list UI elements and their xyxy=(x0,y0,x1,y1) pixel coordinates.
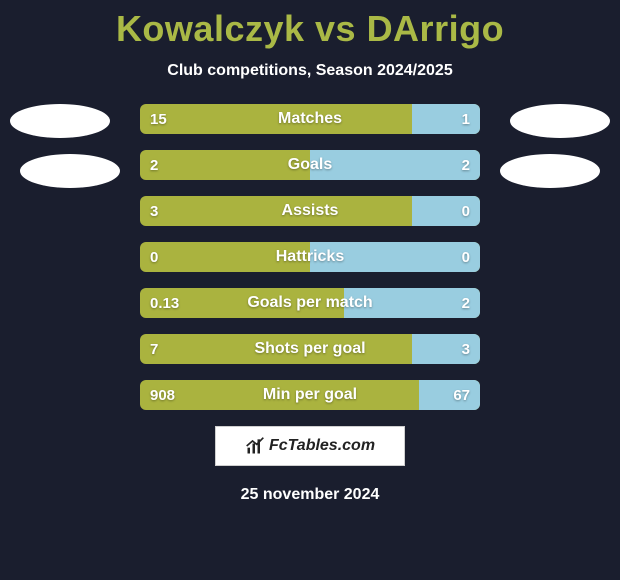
player-left-badge-1 xyxy=(10,104,110,138)
stat-bar-right-fill xyxy=(419,380,480,410)
stat-value-left: 2 xyxy=(150,150,158,180)
subtitle: Club competitions, Season 2024/2025 xyxy=(0,62,620,80)
comparison-content: 151Matches 22Goals 30Assists 00Hattricks 0.1… xyxy=(0,104,620,410)
stat-value-left: 15 xyxy=(150,104,167,134)
stat-bar: 90867Min per goal xyxy=(140,380,480,410)
chart-icon xyxy=(245,436,265,456)
stat-bar: 0.132Goals per match xyxy=(140,288,480,318)
stat-value-left: 0.13 xyxy=(150,288,179,318)
stat-bars: 151Matches 22Goals 30Assists 00Hattricks 0.1… xyxy=(140,104,480,410)
stat-value-left: 7 xyxy=(150,334,158,364)
stat-bar: 00Hattricks xyxy=(140,242,480,272)
logo-box: FcTables.com xyxy=(215,426,405,466)
stat-bar-right-fill xyxy=(412,196,480,226)
stat-bar: 151Matches xyxy=(140,104,480,134)
page-title: Kowalczyk vs DArrigo xyxy=(0,0,620,50)
stat-bar-right-fill xyxy=(412,334,480,364)
stat-value-left: 3 xyxy=(150,196,158,226)
stat-bar: 30Assists xyxy=(140,196,480,226)
stat-value-left: 908 xyxy=(150,380,175,410)
stat-bar-right-fill xyxy=(310,150,480,180)
player-left-badge-2 xyxy=(20,154,120,188)
stat-bar-right-fill xyxy=(344,288,480,318)
player-right-badge-2 xyxy=(500,154,600,188)
player-right-badge-1 xyxy=(510,104,610,138)
stat-bar: 73Shots per goal xyxy=(140,334,480,364)
stat-bar-right-fill xyxy=(310,242,480,272)
stat-bar: 22Goals xyxy=(140,150,480,180)
stat-bar-right-fill xyxy=(412,104,480,134)
logo-text: FcTables.com xyxy=(269,437,375,455)
date-text: 25 november 2024 xyxy=(0,486,620,504)
stat-value-left: 0 xyxy=(150,242,158,272)
